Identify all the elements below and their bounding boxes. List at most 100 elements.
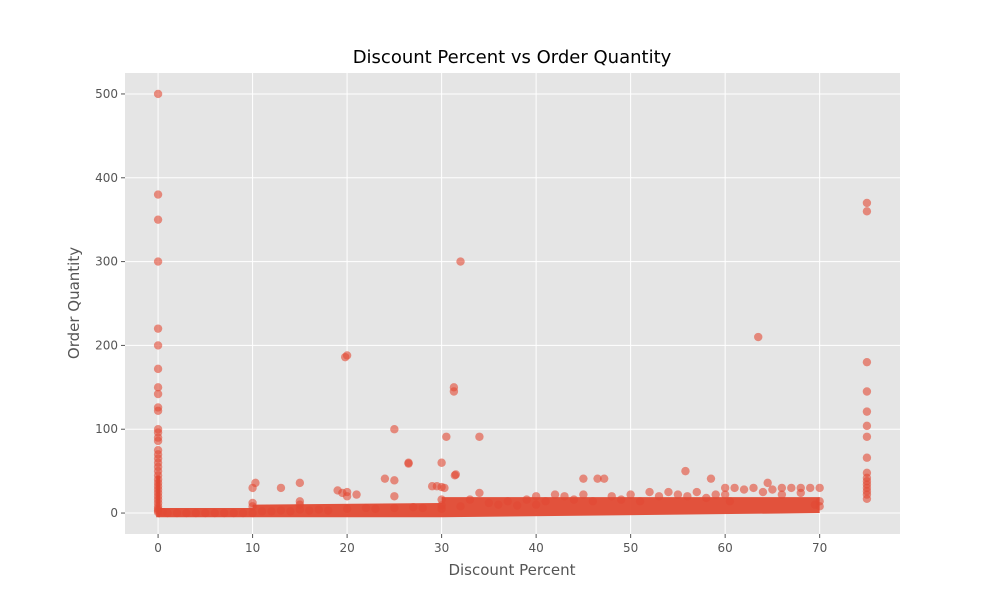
scatter-point [153,389,163,399]
scatter-point [182,508,191,518]
scatter-point [314,505,323,514]
scatter-point [390,425,399,434]
scatter-point [257,507,267,516]
scatter-point [276,483,286,493]
scatter-point [475,432,484,441]
scatter-point [862,453,872,462]
scatter-point [390,476,399,485]
scatter-point [654,492,664,501]
scatter-point [404,459,413,468]
scatter-point [324,506,333,515]
scatter-point [607,492,616,501]
scatter-point [276,506,286,515]
scatter-point [437,504,446,514]
scatter-point [153,257,163,266]
x-tick-label: 30 [434,541,449,555]
scatter-point [456,502,465,511]
scatter-point [449,387,459,396]
scatter-point [450,471,460,480]
scatter-point [238,508,248,518]
scatter-point [796,488,805,498]
scatter-point [806,483,815,493]
scatter-point [153,190,163,199]
scatter-point [862,387,872,396]
scatter-point [579,490,588,499]
scatter-point [579,474,588,483]
scatter-point [626,490,635,499]
scatter-point [569,495,579,504]
scatter-point [593,474,602,483]
scatter-point [588,497,598,506]
scatter-point [153,436,163,446]
x-tick-label: 0 [154,541,162,555]
scatter-point [681,466,690,476]
scatter-point [531,492,541,501]
scatter-point [251,478,260,488]
scatter-point [777,490,787,499]
scatter-point [201,508,210,518]
x-tick-label: 20 [339,541,354,555]
y-tick-label: 300 [95,255,118,269]
scatter-point [267,507,276,516]
scatter-point [777,483,787,493]
scatter-point [465,495,475,504]
scatter-point [437,458,446,467]
scatter-point [229,508,238,518]
scatter-point [361,503,371,513]
grid-lines [125,73,900,534]
x-axis-label: Discount Percent [448,561,575,579]
x-tick-label: 50 [623,541,638,555]
scatter-point [172,508,182,518]
scatter-point [210,508,219,518]
scatter-point [720,483,730,493]
scatter-point [475,488,484,498]
scatter-point [380,474,390,483]
data-points [153,89,872,518]
scatter-point [295,478,305,488]
scatter-point [550,490,560,499]
scatter-point [153,364,163,374]
scatter-point [503,497,512,506]
scatter-point [153,406,163,415]
scatter-point [645,487,654,497]
x-tick-label: 10 [245,541,260,555]
scatter-point [531,500,541,509]
scatter-point [862,198,872,208]
scatter-point [763,478,772,488]
scatter-point [295,505,305,514]
scatter-point [153,215,163,224]
scatter-point [305,506,314,515]
scatter-point [560,492,569,501]
scatter-point [522,495,531,504]
scatter-point [153,89,163,99]
scatter-point [437,495,446,504]
scatter-point [616,495,626,504]
y-tick-label: 400 [95,171,118,185]
y-tick-label: 0 [110,506,118,520]
scatter-point [862,494,872,503]
scatter-point [390,503,399,513]
y-tick-label: 200 [95,338,118,352]
scatter-point [541,497,550,506]
scatter-point [730,483,739,493]
y-axis-label: Order Quantity [65,247,83,359]
scatter-point [153,324,163,333]
scatter-point [664,487,673,497]
plot-background [125,73,900,534]
scatter-point [673,490,683,499]
scatter-point [153,341,163,350]
scatter-point [754,332,763,342]
chart-title: Discount Percent vs Order Quantity [353,47,672,68]
scatter-point [720,490,730,499]
scatter-point [409,502,418,512]
scatter-point [442,432,451,441]
scatter-point [862,207,872,216]
scatter-point [440,483,449,493]
scatter-point [352,490,361,499]
scatter-point [862,407,872,416]
scatter-point [683,492,692,501]
scatter-point [739,485,749,494]
scatter-point [787,483,796,493]
scatter-point [725,497,735,506]
